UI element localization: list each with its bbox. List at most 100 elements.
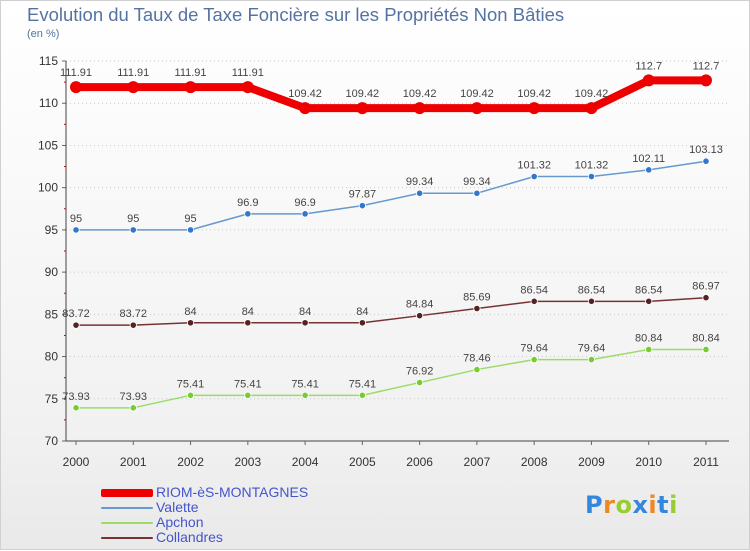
legend-swatch-riom: [101, 488, 153, 497]
legend-swatch-valette: [101, 506, 153, 509]
y-tick-label: 90: [45, 265, 59, 279]
data-point-valette: [530, 172, 538, 181]
data-label-valette: 95: [127, 213, 139, 225]
series-line-riom: [72, 76, 710, 113]
data-label-valette: 96.9: [294, 197, 315, 209]
proxiti-logo: Proxiti: [585, 491, 678, 519]
legend-label-collandres: Collandres: [156, 529, 223, 545]
data-point-collandres: [358, 319, 366, 327]
data-point-collandres: [244, 319, 252, 327]
legend-swatch-apchon: [101, 521, 153, 524]
data-point-riom: [528, 102, 541, 115]
x-tick-label: 2004: [292, 455, 319, 469]
x-tick-label: 2003: [234, 455, 261, 469]
data-label-riom: 111.91: [60, 67, 92, 79]
data-label-riom: 109.42: [517, 88, 551, 100]
data-label-riom: 111.91: [232, 67, 264, 79]
data-point-riom: [241, 81, 254, 94]
data-point-collandres: [186, 319, 195, 327]
data-label-collandres: 85.69: [463, 292, 491, 304]
data-label-apchon: 75.41: [177, 378, 205, 390]
data-point-valette: [186, 226, 195, 234]
data-label-valette: 97.87: [349, 189, 377, 201]
data-point-apchon: [416, 378, 424, 387]
y-tick-label: 85: [45, 307, 59, 321]
y-tick-label: 110: [39, 96, 58, 110]
data-point-apchon: [72, 404, 80, 412]
data-label-riom: 109.42: [460, 88, 494, 100]
series-line-valette: [75, 160, 707, 231]
data-label-apchon: 80.84: [692, 332, 720, 344]
data-label-riom: 109.42: [403, 88, 437, 100]
data-label-valette: 101.32: [575, 160, 609, 172]
data-point-riom: [470, 102, 483, 115]
y-tick-label: 95: [45, 223, 59, 237]
logo-letter: i: [648, 491, 658, 519]
data-label-riom: 109.42: [575, 88, 609, 100]
chart-title: Evolution du Taux de Taxe Foncière sur l…: [27, 4, 565, 25]
data-label-riom: 111.91: [175, 67, 207, 79]
logo-letter: P: [585, 491, 604, 519]
data-label-apchon: 79.64: [578, 343, 606, 355]
data-label-collandres: 86.54: [578, 284, 606, 296]
data-label-valette: 96.9: [237, 197, 258, 209]
data-point-apchon: [301, 391, 309, 399]
data-label-riom: 111.91: [117, 67, 149, 79]
series-line-collandres: [75, 296, 707, 326]
data-label-valette: 99.34: [406, 176, 434, 188]
series-line-apchon: [75, 348, 707, 409]
data-point-apchon: [129, 404, 137, 412]
data-label-valette: 99.34: [463, 176, 491, 188]
data-point-riom: [299, 102, 312, 115]
data-label-riom: 112.7: [635, 60, 662, 72]
y-tick-label: 105: [38, 138, 58, 152]
data-label-collandres: 83.72: [120, 308, 148, 320]
x-tick-label: 2005: [349, 455, 376, 469]
data-label-apchon: 79.64: [520, 343, 548, 355]
data-point-apchon: [645, 345, 653, 354]
data-point-valette: [702, 157, 710, 165]
data-label-riom: 112.7: [693, 60, 720, 72]
data-label-collandres: 84: [299, 306, 311, 318]
data-label-valette: 102.11: [632, 153, 665, 165]
legend-label-riom: RIOM-èS-MONTAGNES: [156, 484, 309, 500]
data-point-collandres: [416, 312, 424, 320]
data-point-collandres: [473, 304, 481, 313]
data-point-riom: [127, 81, 140, 94]
x-tick-label: 2000: [63, 455, 90, 469]
data-point-collandres: [72, 321, 80, 329]
data-point-valette: [587, 172, 596, 181]
data-label-apchon: 75.41: [291, 378, 319, 390]
data-label-apchon: 75.41: [349, 378, 377, 390]
y-tick-label: 115: [39, 54, 58, 68]
data-point-riom: [356, 102, 369, 115]
data-point-collandres: [129, 321, 137, 329]
logo-letter: i: [669, 491, 678, 519]
data-point-apchon: [358, 391, 366, 399]
y-tick-label: 75: [45, 392, 59, 406]
data-point-valette: [645, 166, 653, 174]
data-point-apchon: [702, 345, 710, 354]
legend-item-riom: RIOM-èS-MONTAGNES: [101, 485, 308, 500]
x-tick-label: 2007: [464, 455, 491, 469]
data-label-apchon: 73.93: [120, 391, 148, 403]
legend-item-apchon: Apchon: [101, 515, 308, 530]
data-point-collandres: [702, 294, 710, 302]
legend-label-apchon: Apchon: [156, 514, 204, 530]
data-label-collandres: 84: [242, 306, 254, 318]
data-label-collandres: 86.54: [520, 284, 548, 296]
x-tick-label: 2009: [578, 455, 605, 469]
y-tick-label: 70: [45, 434, 59, 448]
logo-letter: t: [657, 491, 670, 519]
x-tick-label: 2008: [521, 455, 548, 469]
data-point-riom: [70, 81, 82, 94]
data-label-collandres: 84.84: [406, 299, 434, 311]
data-point-riom: [700, 74, 712, 87]
x-tick-label: 2002: [177, 455, 204, 469]
data-label-riom: 109.42: [288, 88, 322, 100]
data-label-valette: 103.13: [689, 144, 723, 156]
data-label-collandres: 86.97: [692, 281, 720, 293]
data-point-valette: [358, 202, 366, 210]
